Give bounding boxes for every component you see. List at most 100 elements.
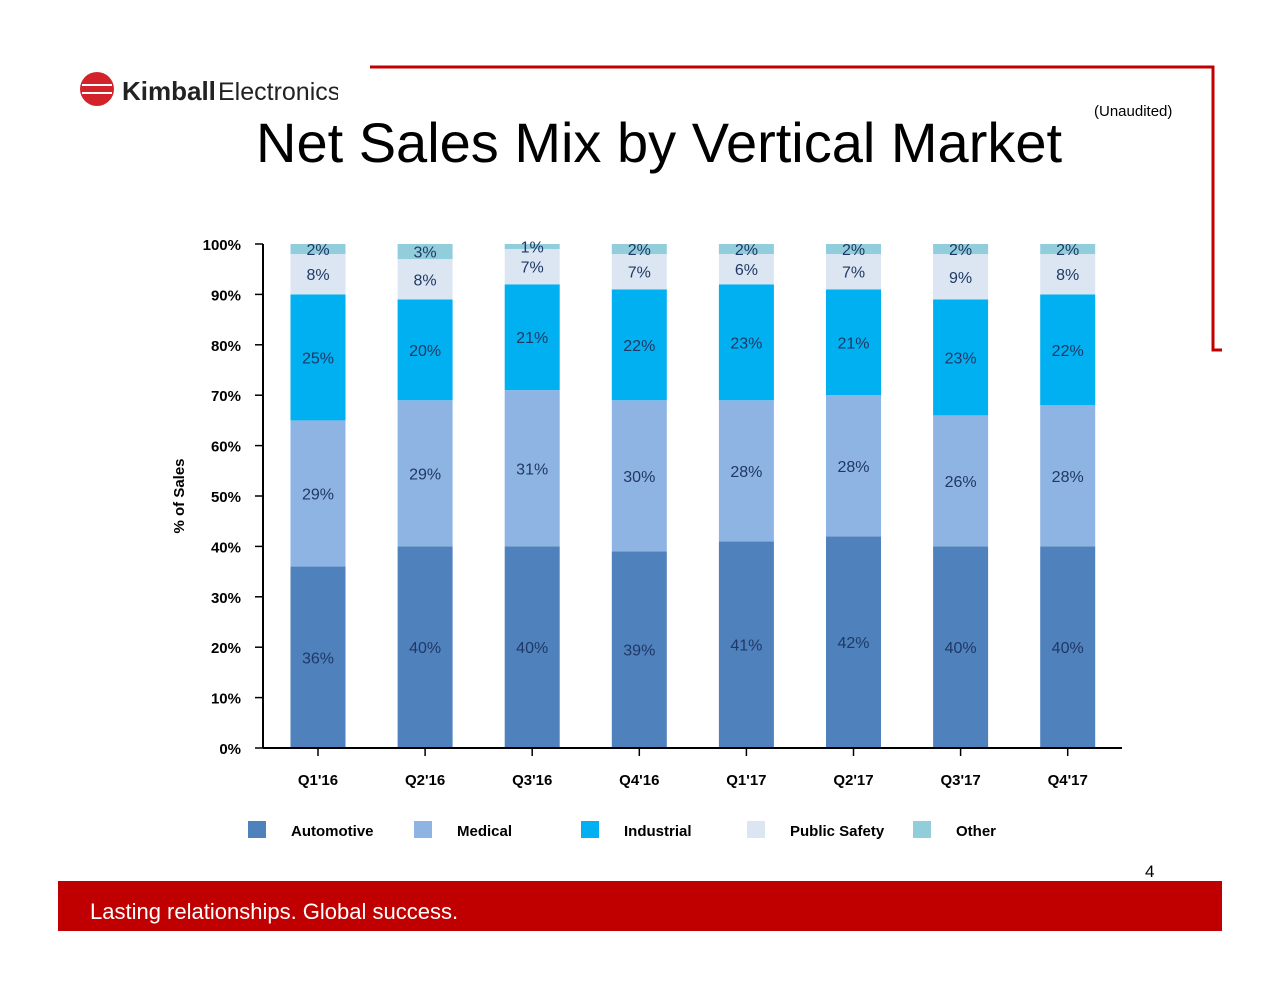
data-label: 28% <box>837 459 869 476</box>
bar-other <box>397 244 453 260</box>
bar-industrial <box>933 299 989 416</box>
tagline: Lasting relationships. Global success. <box>90 899 459 924</box>
data-label: 23% <box>945 350 977 367</box>
bar-medical <box>718 400 774 542</box>
legend-label: Automotive <box>291 823 374 840</box>
data-label: 23% <box>730 335 762 352</box>
data-label: 25% <box>302 350 334 367</box>
bar-industrial <box>611 289 667 401</box>
x-tick-label: Q1'17 <box>726 772 766 789</box>
data-label: 9% <box>949 270 972 287</box>
data-label: 29% <box>302 486 334 503</box>
data-label: 20% <box>409 343 441 360</box>
y-tick-label: 40% <box>211 539 241 556</box>
x-tick-label: Q4'17 <box>1048 772 1088 789</box>
legend-swatch <box>581 821 599 838</box>
data-label: 40% <box>945 640 977 657</box>
data-label: 2% <box>628 242 651 259</box>
bar-public-safety <box>611 254 667 290</box>
bar-industrial <box>1040 294 1096 406</box>
data-label: 7% <box>628 265 651 282</box>
x-tick-label: Q3'16 <box>512 772 552 789</box>
bar-automotive <box>1040 546 1096 748</box>
footer-bar: Lasting relationships. Global success. <box>58 881 1222 931</box>
data-label: 40% <box>409 640 441 657</box>
svg-text:Kimball: Kimball <box>122 76 216 106</box>
data-label: 6% <box>735 262 758 279</box>
y-axis-label: % of Sales <box>171 458 188 533</box>
page-number: 4 <box>1145 862 1155 881</box>
svg-text:Electronics: Electronics <box>218 78 338 106</box>
x-tick-label: Q3'17 <box>940 772 980 789</box>
bar-other <box>933 244 989 255</box>
bar-public-safety <box>933 254 989 300</box>
data-label: 2% <box>1056 242 1079 259</box>
data-label: 28% <box>1052 469 1084 486</box>
data-label: 41% <box>730 638 762 655</box>
y-tick-label: 100% <box>203 237 241 254</box>
bar-medical <box>611 400 667 552</box>
bar-medical <box>397 400 453 547</box>
data-label: 30% <box>623 469 655 486</box>
x-tick-label: Q2'17 <box>833 772 873 789</box>
bar-public-safety <box>1040 254 1096 295</box>
bar-automotive <box>933 546 989 748</box>
bar-medical <box>504 390 560 547</box>
bar-automotive <box>826 536 881 748</box>
y-tick-label: 30% <box>211 590 241 607</box>
data-label: 28% <box>730 464 762 481</box>
data-label: 21% <box>516 330 548 347</box>
data-label: 26% <box>945 474 977 491</box>
data-label: 2% <box>735 242 758 259</box>
bar-industrial <box>504 284 560 391</box>
legend-swatch <box>747 821 765 838</box>
data-label: 3% <box>414 245 437 262</box>
data-label: 2% <box>306 242 329 259</box>
legend-swatch <box>414 821 432 838</box>
legend-label: Other <box>956 823 996 840</box>
data-label: 8% <box>414 272 437 289</box>
data-label: 2% <box>842 242 865 259</box>
bar-automotive <box>397 546 453 748</box>
bar-industrial <box>826 289 881 396</box>
y-tick-label: 90% <box>211 287 241 304</box>
bar-public-safety <box>718 254 774 285</box>
y-tick-label: 20% <box>211 640 241 657</box>
data-label: 8% <box>1056 267 1079 284</box>
y-tick-label: 70% <box>211 388 241 405</box>
bar-public-safety <box>504 249 560 285</box>
data-label: 31% <box>516 461 548 478</box>
data-label: 39% <box>623 643 655 660</box>
stacked-bar-chart: 36% 29% 25% 8% 2% Q1'16 40% 29% 20% 8% 3% Q2'16 40% 3… <box>171 237 1122 840</box>
data-label: 1% <box>521 240 544 257</box>
bar-other <box>611 244 667 255</box>
unaudited-note: (Unaudited) <box>1094 103 1173 120</box>
kimball-logo: Kimball Electronics <box>80 72 338 106</box>
bar-industrial <box>290 294 346 421</box>
data-label: 29% <box>409 466 441 483</box>
bar-other <box>1040 244 1096 255</box>
data-label: 22% <box>623 338 655 355</box>
data-label: 7% <box>521 260 544 277</box>
y-tick-label: 60% <box>211 439 241 456</box>
bar-public-safety <box>397 259 453 300</box>
data-label: 36% <box>302 650 334 667</box>
data-label: 40% <box>1052 640 1084 657</box>
bar-automotive <box>611 551 667 748</box>
x-tick-label: Q2'16 <box>405 772 445 789</box>
legend-swatch <box>248 821 266 838</box>
legend-label: Medical <box>457 823 512 840</box>
legend-label: Public Safety <box>790 823 885 840</box>
bar-public-safety <box>290 254 346 295</box>
bar-automotive <box>718 541 774 748</box>
data-label: 21% <box>837 335 869 352</box>
bar-automotive <box>504 546 560 748</box>
x-tick-label: Q1'16 <box>298 772 338 789</box>
bar-public-safety <box>826 254 881 290</box>
data-label: 22% <box>1052 343 1084 360</box>
data-label: 42% <box>837 635 869 652</box>
legend-swatch <box>913 821 931 838</box>
bar-medical <box>1040 405 1096 547</box>
